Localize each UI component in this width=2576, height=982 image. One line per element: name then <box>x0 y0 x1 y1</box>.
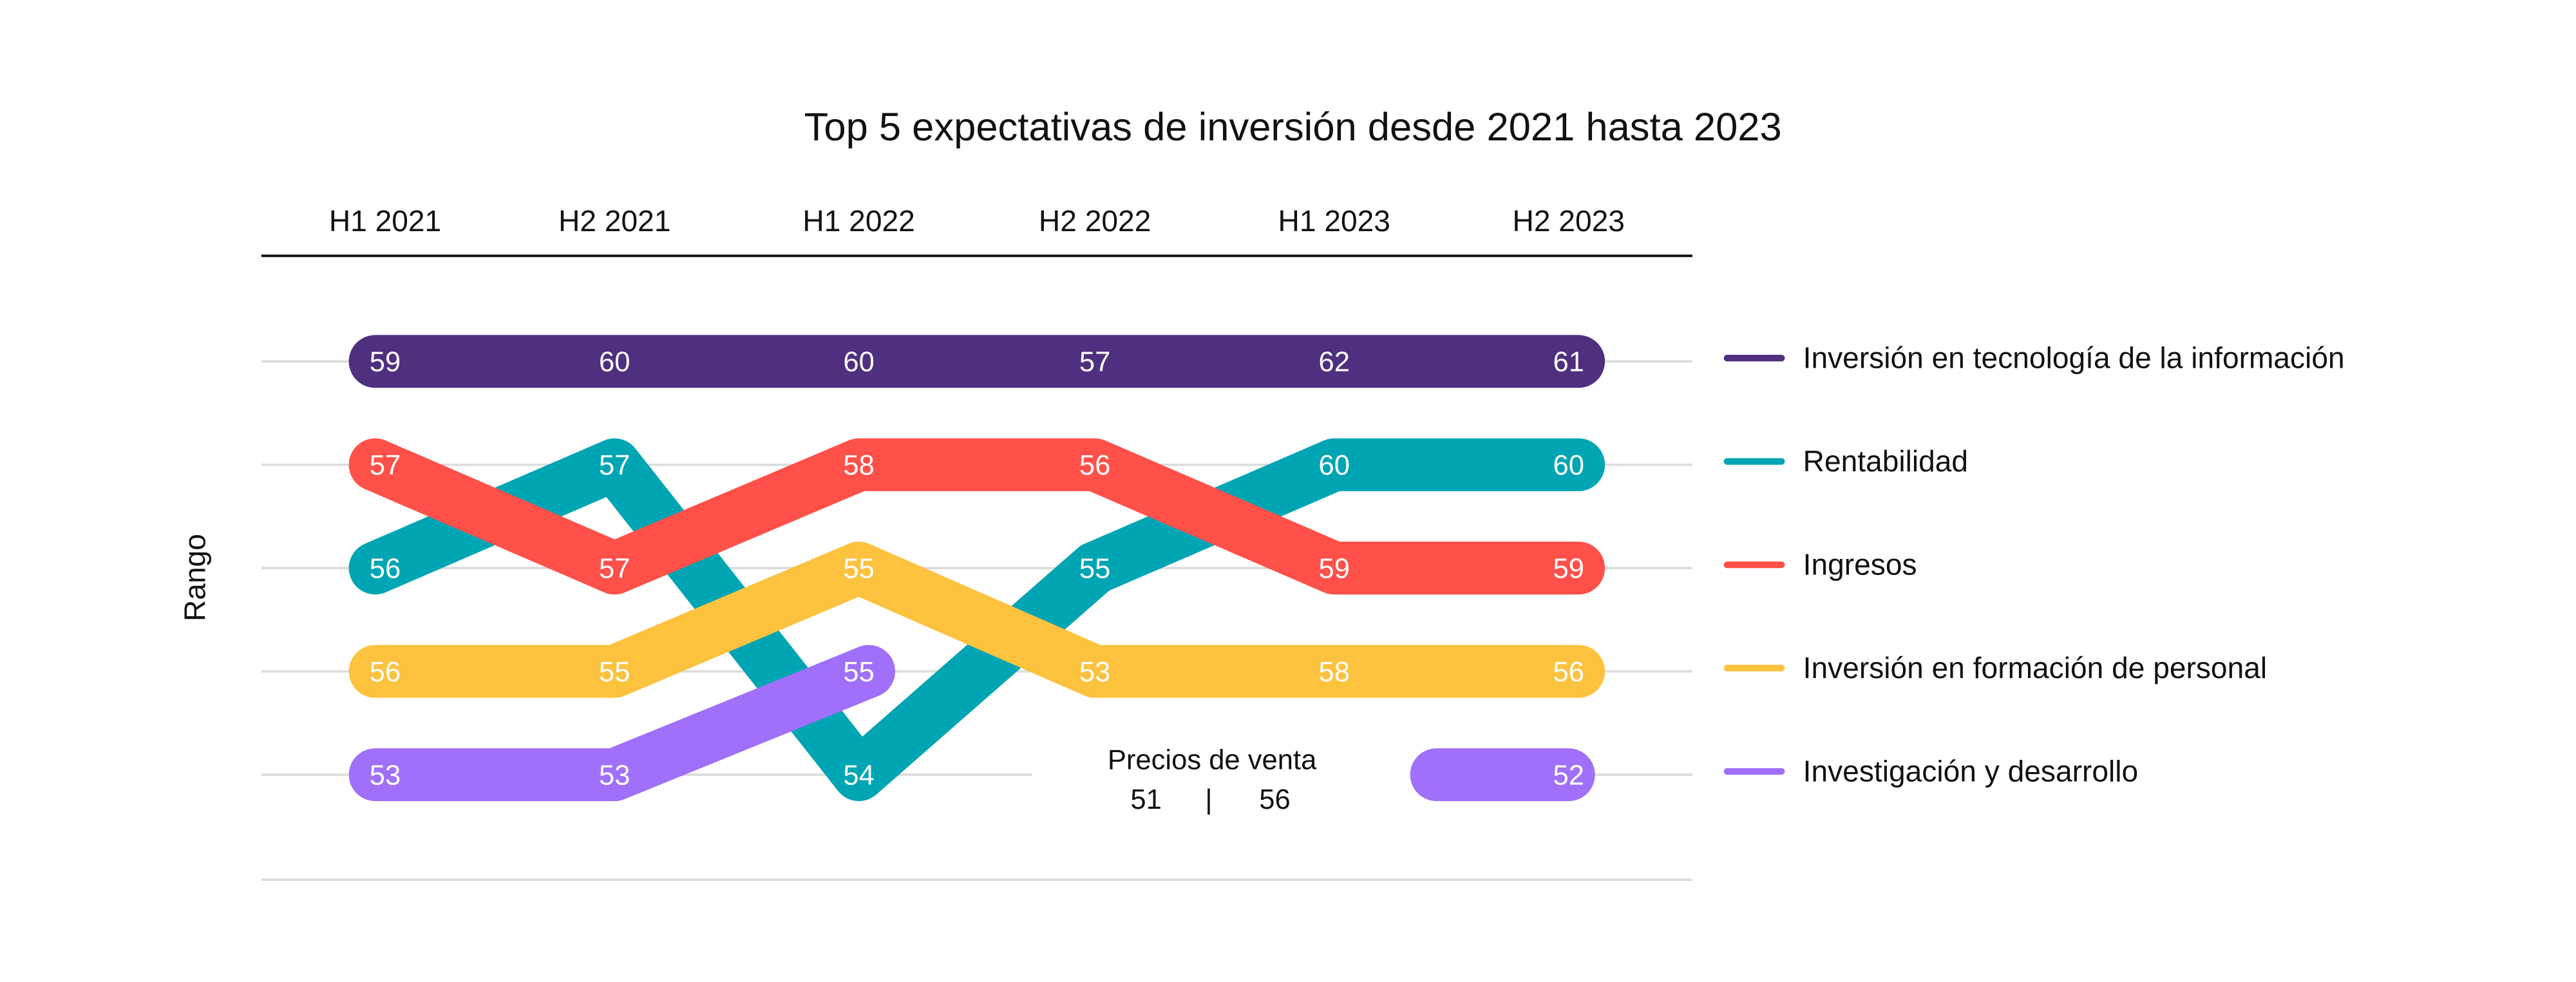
annotation: Precios de venta 51 | 56 <box>1108 744 1317 815</box>
series-line <box>348 438 1605 595</box>
legend-label: Investigación y desarrollo <box>1803 754 2138 788</box>
value-label: 53 <box>1079 657 1110 688</box>
period-header: H2 2022 <box>1039 204 1151 238</box>
value-label: 57 <box>370 450 401 481</box>
value-label: 60 <box>1319 450 1350 481</box>
legend: Inversión en tecnología de la informació… <box>1723 341 2345 788</box>
legend-label: Inversión en formación de personal <box>1803 651 2267 685</box>
y-axis-label: Rango <box>178 534 212 621</box>
legend-label: Ingresos <box>1803 547 1917 581</box>
value-label: 55 <box>843 554 874 585</box>
period-header: H1 2021 <box>329 204 441 238</box>
period-header: H2 2023 <box>1513 204 1625 238</box>
period-header: H2 2021 <box>558 204 670 238</box>
value-label: 59 <box>1553 554 1584 585</box>
series-line <box>348 438 1605 802</box>
value-label: 56 <box>370 554 401 585</box>
value-label: 59 <box>370 347 401 378</box>
value-label: 59 <box>1319 554 1350 585</box>
annotation-left-value: 51 <box>1130 784 1161 815</box>
value-label: 57 <box>599 554 630 585</box>
series-line <box>348 542 1605 698</box>
annotation-separator: | <box>1205 784 1212 815</box>
value-label: 61 <box>1553 347 1584 378</box>
value-label: 60 <box>843 347 874 378</box>
value-label: 56 <box>1553 657 1584 688</box>
value-label: 56 <box>1079 450 1110 481</box>
value-label: 54 <box>843 760 874 791</box>
value-label: 60 <box>1553 450 1584 481</box>
value-label: 60 <box>599 347 630 378</box>
annotation-title: Precios de venta <box>1108 744 1317 775</box>
value-label: 52 <box>1553 760 1584 791</box>
legend-label: Inversión en tecnología de la informació… <box>1803 341 2345 375</box>
value-label: 55 <box>1079 554 1110 585</box>
period-header: H1 2022 <box>802 204 914 238</box>
value-label: 62 <box>1319 347 1350 378</box>
value-label: 53 <box>370 760 401 791</box>
series-line <box>348 645 896 802</box>
series-lines <box>348 335 1605 802</box>
annotation-right-value: 56 <box>1259 784 1290 815</box>
value-label: 55 <box>843 657 874 688</box>
chart-title: Top 5 expectativas de inversión desde 20… <box>804 105 1782 149</box>
value-label: 53 <box>599 760 630 791</box>
value-label: 57 <box>599 450 630 481</box>
value-labels: 59 60 60 57 62 61 56 57 54 55 60 60 57 57 58 56 59 59 56 55… <box>370 347 1584 791</box>
legend-label: Rentabilidad <box>1803 444 1968 478</box>
period-header: H1 2023 <box>1278 204 1390 238</box>
value-label: 58 <box>843 450 874 481</box>
value-label: 57 <box>1079 347 1110 378</box>
value-label: 56 <box>370 657 401 688</box>
value-label: 55 <box>599 657 630 688</box>
period-headers: H1 2021 H2 2021 H1 2022 H2 2022 H1 2023 H2 20… <box>329 204 1625 238</box>
value-label: 58 <box>1319 657 1350 688</box>
